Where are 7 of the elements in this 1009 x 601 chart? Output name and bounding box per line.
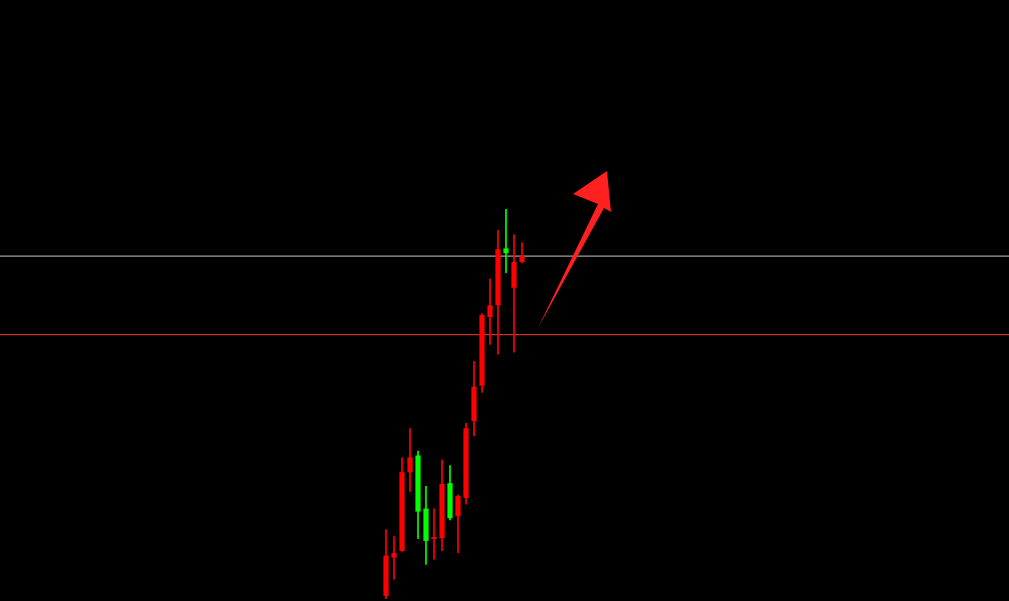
- candlestick: [503, 209, 509, 274]
- candlestick: [455, 494, 461, 554]
- candlestick: [519, 241, 525, 265]
- candlestick: [391, 535, 397, 581]
- candlestick: [431, 507, 437, 561]
- candlestick: [487, 277, 493, 346]
- candlestick: [407, 427, 413, 493]
